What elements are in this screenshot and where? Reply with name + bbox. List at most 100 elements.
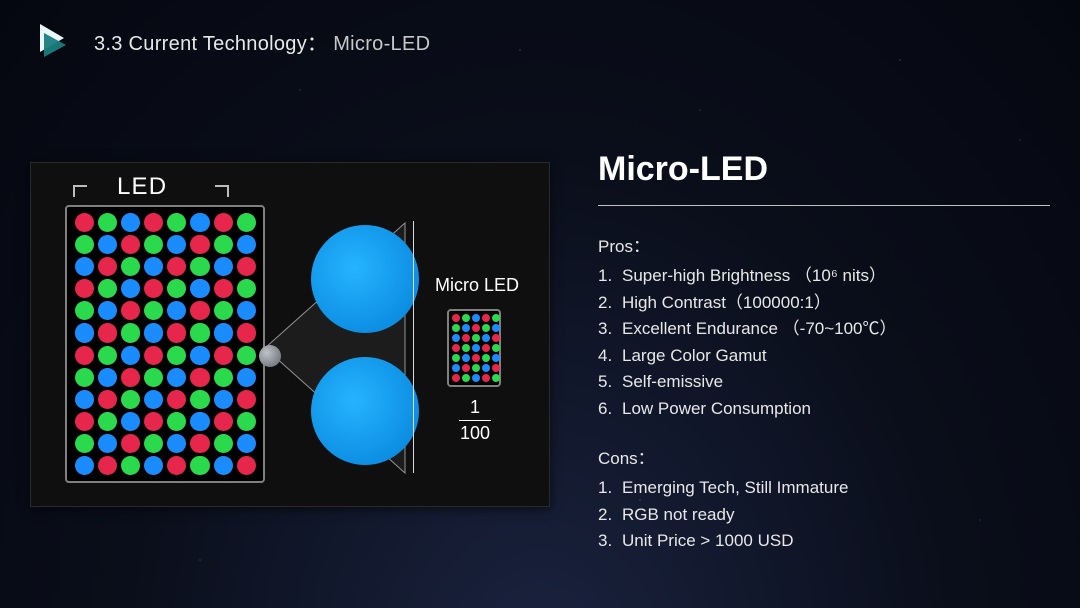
slide-header: 3.3 Current Technology： Micro-LED <box>40 24 430 58</box>
micro-led-dot <box>462 374 470 382</box>
led-dot <box>190 456 209 475</box>
cons-text: Emerging Tech, Still Immature <box>622 478 848 497</box>
led-dot <box>214 323 233 342</box>
micro-led-label: Micro LED <box>435 275 519 296</box>
led-dot <box>214 390 233 409</box>
micro-led-dot <box>462 334 470 342</box>
led-dot <box>98 412 117 431</box>
fraction-bar <box>459 420 491 421</box>
led-dot <box>98 368 117 387</box>
micro-led-dot <box>452 334 460 342</box>
led-dot <box>190 279 209 298</box>
fraction-top: 1 <box>459 397 491 418</box>
led-dot <box>121 301 140 320</box>
micro-led-dot <box>482 374 490 382</box>
pros-text: Large Color Gamut <box>622 346 767 365</box>
pros-label: Pros： <box>598 232 1050 257</box>
cons-list: 1.Emerging Tech, Still Immature 2. RGB not… <box>598 475 1050 555</box>
led-dot <box>190 390 209 409</box>
led-dot <box>237 257 256 276</box>
pros-text: Super-high Brightness （10⁶ nits） <box>622 266 886 285</box>
led-dot <box>98 301 117 320</box>
led-dot <box>190 257 209 276</box>
led-dot <box>75 257 94 276</box>
fraction-bottom: 100 <box>459 423 491 444</box>
micro-led-dot <box>472 364 480 372</box>
micro-led-dot <box>482 324 490 332</box>
list-number: 4. <box>598 343 612 370</box>
led-dot <box>121 390 140 409</box>
led-dot <box>237 235 256 254</box>
led-dot <box>237 390 256 409</box>
micro-led-dot <box>462 364 470 372</box>
led-dot <box>98 390 117 409</box>
list-number: 1. <box>598 263 612 290</box>
pros-list: 1. Super-high Brightness （10⁶ nits） 2. High… <box>598 263 1050 422</box>
list-number: 2. <box>598 502 612 529</box>
led-dot <box>121 456 140 475</box>
cons-text: RGB not ready <box>622 505 734 524</box>
led-dot <box>75 456 94 475</box>
led-dot <box>167 456 186 475</box>
bracket-right <box>215 185 229 197</box>
micro-led-dot <box>472 374 480 382</box>
micro-led-dot <box>482 344 490 352</box>
led-dot <box>237 368 256 387</box>
led-dot <box>237 279 256 298</box>
list-number: 2. <box>598 290 612 317</box>
led-dot <box>144 390 163 409</box>
micro-led-dot <box>472 354 480 362</box>
led-dot <box>75 323 94 342</box>
micro-led-dot <box>482 334 490 342</box>
cons-text: Unit Price > 1000 USD <box>622 531 794 550</box>
led-label: LED <box>117 173 167 201</box>
pros-item: 5.Self-emissive <box>622 369 1050 396</box>
micro-led-dot <box>492 334 500 342</box>
micro-led-dot <box>492 374 500 382</box>
pros-item: 3.Excellent Endurance （-70~100℃） <box>622 316 1050 343</box>
micro-led-dot <box>472 334 480 342</box>
led-dot <box>167 301 186 320</box>
micro-led-chip <box>447 309 501 387</box>
led-dot <box>121 235 140 254</box>
led-dot <box>214 368 233 387</box>
led-dot <box>98 235 117 254</box>
led-dot <box>144 279 163 298</box>
led-dot <box>237 213 256 232</box>
micro-led-dot <box>482 314 490 322</box>
led-dot <box>167 323 186 342</box>
big-led-1 <box>311 225 419 333</box>
micro-led-dot <box>462 354 470 362</box>
micro-led-dot <box>462 324 470 332</box>
led-dot <box>144 235 163 254</box>
pros-item: 4.Large Color Gamut <box>622 343 1050 370</box>
crumb-sub: Micro-LED <box>333 33 430 55</box>
micro-led-dot <box>452 354 460 362</box>
focus-dot <box>259 345 281 367</box>
led-dot <box>190 434 209 453</box>
scale-fraction: 1 100 <box>459 397 491 444</box>
led-dot <box>144 434 163 453</box>
led-dot <box>237 456 256 475</box>
led-dot <box>190 412 209 431</box>
led-dot <box>214 213 233 232</box>
cons-item: 3.Unit Price > 1000 USD <box>622 528 1050 555</box>
led-dot <box>214 346 233 365</box>
led-dot <box>214 235 233 254</box>
led-dot <box>167 257 186 276</box>
cons-item: 1.Emerging Tech, Still Immature <box>622 475 1050 502</box>
led-dot <box>190 346 209 365</box>
led-dot <box>237 323 256 342</box>
pros-text: High Contrast（100000:1） <box>622 293 831 312</box>
led-dot <box>214 301 233 320</box>
micro-led-dot <box>492 354 500 362</box>
pros-text: Self-emissive <box>622 372 723 391</box>
led-dot <box>98 257 117 276</box>
led-dot <box>144 412 163 431</box>
led-dot <box>75 213 94 232</box>
micro-led-dot <box>462 344 470 352</box>
led-dot <box>144 213 163 232</box>
list-number: 3. <box>598 316 612 343</box>
led-dot <box>98 346 117 365</box>
led-dot <box>75 279 94 298</box>
